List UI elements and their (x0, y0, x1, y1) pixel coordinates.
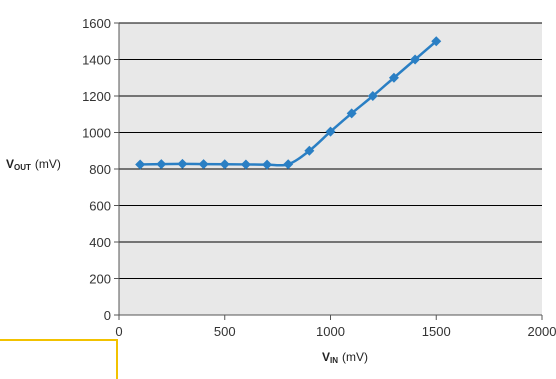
data-point-diamond (219, 159, 230, 170)
y-tick-label: 0 (104, 308, 111, 323)
data-point-diamond (156, 159, 167, 170)
data-point-diamond (388, 72, 399, 83)
y-tick-label: 800 (89, 162, 111, 177)
y-tick-labels: 0 200 400 600 800 1000 1200 1400 1600 (82, 16, 119, 323)
data-point-diamond (198, 159, 209, 170)
x-tick-label: 1500 (422, 324, 451, 339)
y-axis-label-main: V (6, 157, 14, 171)
x-tick-label: 500 (214, 324, 236, 339)
x-axis-label-unit: (mV) (342, 350, 368, 364)
data-point-diamond (283, 159, 294, 170)
x-axis-label-sub: IN (330, 356, 338, 365)
x-tick-label: 2000 (528, 324, 556, 339)
data-point-diamond (262, 159, 273, 170)
y-tick-label: 200 (89, 272, 111, 287)
x-tick-label: 0 (115, 324, 122, 339)
y-tick-label: 1200 (82, 89, 111, 104)
x-axis-label: VIN (mV) (322, 350, 368, 365)
data-point-diamond (304, 145, 315, 156)
data-point-diamond (346, 108, 357, 119)
grid-lines (119, 22, 542, 279)
decorative-corner-box (0, 339, 118, 379)
y-axis-label-sub: OUT (14, 163, 31, 172)
x-axis-label-main: V (322, 350, 330, 364)
data-point-diamond (367, 91, 378, 101)
y-axis-label-unit: (mV) (35, 157, 61, 171)
y-tick-label: 600 (89, 199, 111, 214)
data-point-diamond (240, 159, 251, 170)
x-tick-labels: 0 500 1000 1500 2000 (115, 315, 556, 339)
data-point-diamond (431, 36, 442, 47)
data-point-diamond (135, 159, 146, 170)
y-tick-label: 1000 (82, 126, 111, 141)
y-tick-label: 1400 (82, 53, 111, 68)
chart: 0 200 400 600 800 1000 1200 1400 1600 0 500 1000 15… (6, 16, 556, 365)
data-point-diamond (410, 54, 421, 65)
y-tick-label: 1600 (82, 16, 111, 31)
data-markers (135, 36, 442, 170)
y-axis-label: VOUT (mV) (6, 157, 61, 172)
y-tick-label: 400 (89, 235, 111, 250)
data-point-diamond (177, 158, 188, 169)
data-point-diamond (325, 126, 336, 137)
x-tick-label: 1000 (316, 324, 345, 339)
